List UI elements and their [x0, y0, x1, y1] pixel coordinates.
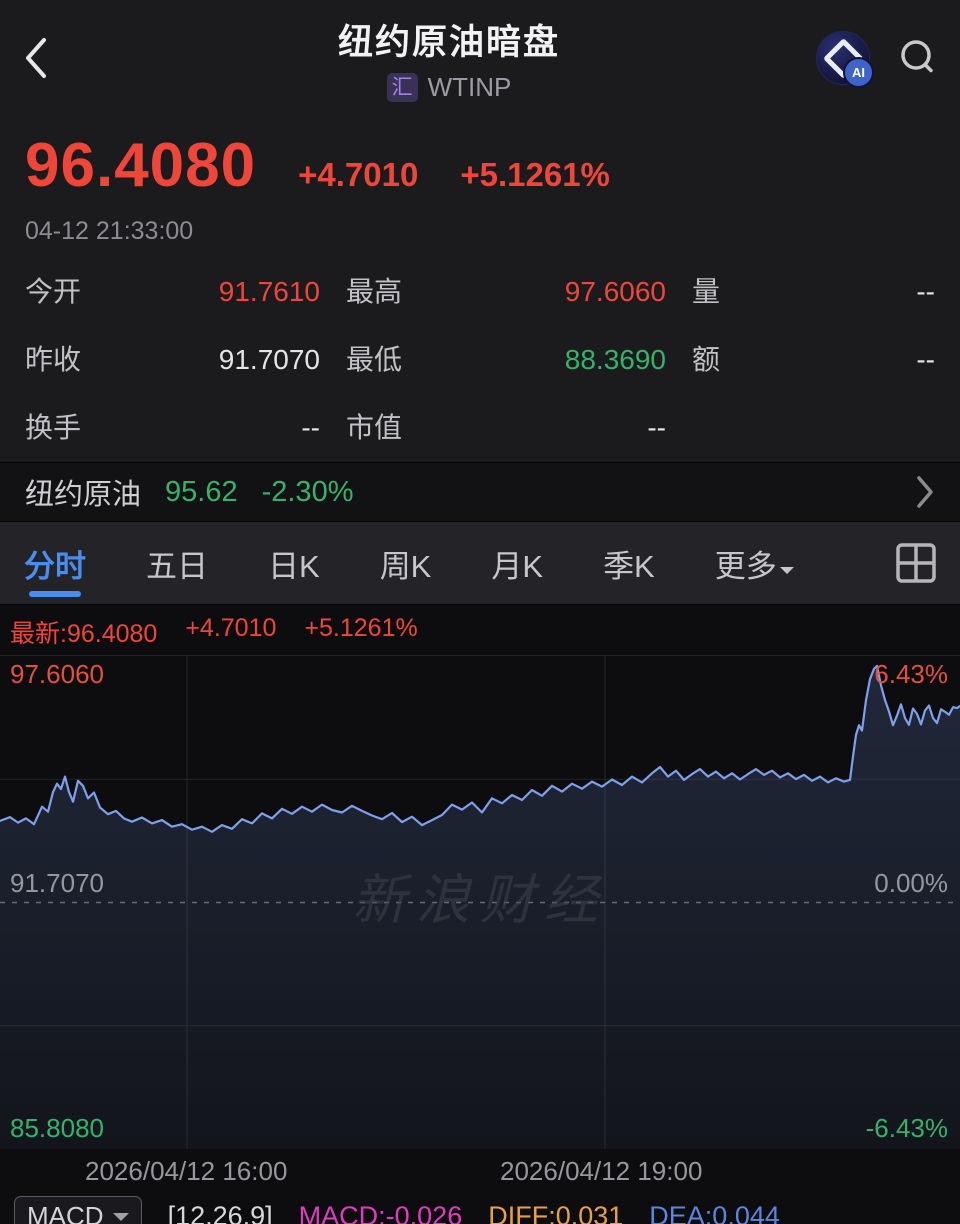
- last-price: 96.4080: [25, 131, 257, 200]
- stat-high: 最高 97.6060: [346, 276, 666, 307]
- price-change: +4.7010: [298, 156, 419, 193]
- latest-change-percent: +5.1261%: [304, 614, 418, 642]
- chart-section: 最新:96.4080 +4.7010 +5.1261% 97.6060 6.43…: [0, 604, 960, 1224]
- y-axis-low-percent: -6.43%: [865, 1113, 948, 1143]
- y-axis-mid-percent: 0.00%: [874, 868, 948, 898]
- indicator-selector[interactable]: MACD: [14, 1196, 142, 1224]
- symbol-code: WTINP: [427, 71, 512, 102]
- caret-down-icon: [112, 1212, 129, 1224]
- related-name: 纽约原油: [25, 479, 142, 511]
- indicator-params: [12,26,9]: [167, 1201, 273, 1224]
- stats-grid: 今开 91.7610 最高 97.6060 量 -- 昨收 91.7070 最低 88.3…: [0, 250, 960, 462]
- latest-change: +4.7010: [185, 614, 277, 642]
- x-tick-1900: 2026/04/12 19:00: [500, 1156, 703, 1186]
- market-badge: 汇: [386, 72, 418, 102]
- quote-row: 96.4080 +4.7010 +5.1261%: [0, 116, 960, 201]
- tab-quarterly-k[interactable]: 季K: [603, 548, 655, 584]
- page-title: 纽约原油暗盘: [337, 22, 560, 62]
- indicator-selector-label: MACD: [27, 1201, 104, 1224]
- stat-empty: [692, 406, 935, 446]
- related-change-percent: -2.30%: [261, 475, 354, 508]
- stat-open: 今开 91.7610: [25, 276, 320, 307]
- header: 纽约原油暗盘 汇 WTINP AI: [0, 0, 960, 116]
- latest-readout: 最新:96.4080 +4.7010 +5.1261%: [0, 605, 960, 655]
- y-axis-low-price: 85.8080: [10, 1113, 104, 1143]
- caret-down-icon: [779, 566, 794, 581]
- layout-grid-button[interactable]: [894, 541, 938, 585]
- related-price: 95.62: [165, 475, 238, 508]
- dea-value: DEA:0.044: [649, 1201, 780, 1224]
- search-icon[interactable]: [898, 38, 938, 78]
- ai-assistant-button[interactable]: AI: [816, 31, 874, 88]
- ai-badge: AI: [843, 57, 874, 88]
- timeseries-svg: [0, 656, 960, 1149]
- tab-weekly-k[interactable]: 周K: [379, 548, 432, 584]
- chevron-left-icon: [26, 38, 46, 78]
- tab-monthly-k[interactable]: 月K: [491, 548, 544, 584]
- y-axis-high-percent: 6.43%: [874, 659, 948, 689]
- x-tick-1600: 2026/04/12 16:00: [85, 1156, 288, 1186]
- stat-market-cap: 市值 --: [346, 412, 666, 443]
- related-instrument-row[interactable]: 纽约原油 95.62 -2.30%: [0, 462, 960, 522]
- intraday-chart[interactable]: 97.6060 6.43% 91.7070 0.00% 85.8080 -6.4…: [0, 655, 960, 1149]
- period-tabbar: 分时 五日 日K 周K 月K 季K 更多: [0, 522, 960, 604]
- tab-more[interactable]: 更多: [713, 525, 796, 602]
- y-axis-mid-price: 91.7070: [10, 868, 104, 898]
- price-change-percent: +5.1261%: [460, 156, 610, 193]
- header-icons: AI: [816, 31, 938, 88]
- back-button[interactable]: [22, 35, 82, 81]
- symbol-row: 汇 WTINP: [82, 72, 816, 103]
- quote-timestamp: 04-12 21:33:00: [25, 217, 194, 245]
- macd-value: MACD:-0.026: [298, 1201, 463, 1224]
- stat-turnover-amount: 额 --: [692, 344, 935, 375]
- y-axis-high-price: 97.6060: [10, 659, 104, 689]
- latest-price: 最新:96.4080: [10, 620, 158, 648]
- tab-minute[interactable]: 分时: [22, 525, 88, 602]
- stat-volume: 量 --: [692, 276, 935, 307]
- title-block: 纽约原油暗盘 汇 WTINP: [82, 14, 816, 103]
- tab-five-day[interactable]: 五日: [146, 548, 208, 584]
- grid-icon: [896, 543, 936, 583]
- tab-daily-k[interactable]: 日K: [268, 548, 320, 584]
- x-axis: 2026/04/12 16:00 2026/04/12 19:00: [0, 1149, 960, 1189]
- stat-turnover-rate: 换手 --: [25, 412, 320, 443]
- diff-value: DIFF:0.031: [488, 1201, 624, 1224]
- stat-low: 最低 88.3690: [346, 344, 666, 375]
- stat-prev-close: 昨收 91.7070: [25, 344, 320, 375]
- indicator-bar: MACD [12,26,9] MACD:-0.026 DIFF:0.031 DE…: [0, 1189, 960, 1224]
- chevron-right-icon: [917, 476, 933, 508]
